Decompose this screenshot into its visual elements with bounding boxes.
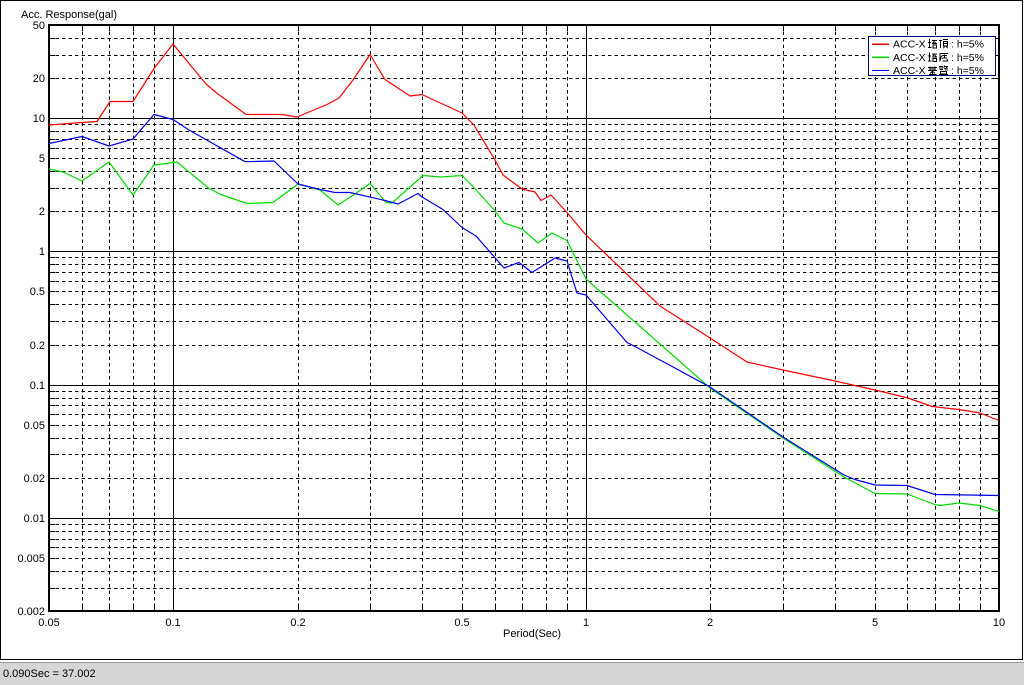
svg-text:0.05: 0.05 [24,420,45,432]
svg-text:1: 1 [583,617,589,629]
svg-text:0.1: 0.1 [165,617,180,629]
svg-text:20: 20 [33,73,45,85]
svg-text:5: 5 [39,153,45,165]
svg-text:0.1: 0.1 [30,380,45,392]
svg-text:5: 5 [872,617,878,629]
svg-text:2: 2 [39,206,45,218]
svg-text:ACC-X: ACC-X [893,65,926,77]
svg-text:: h=5%: : h=5% [951,65,984,77]
svg-text:Period(Sec): Period(Sec) [503,628,561,640]
svg-text:0.01: 0.01 [24,513,45,525]
svg-text:0.2: 0.2 [30,340,45,352]
svg-text:ACC-X: ACC-X [893,52,926,64]
svg-text:0.5: 0.5 [454,617,469,629]
svg-text:0.2: 0.2 [290,617,305,629]
svg-text:10: 10 [993,617,1005,629]
svg-text:0.005: 0.005 [17,553,45,565]
svg-text:2: 2 [707,617,713,629]
svg-text:1: 1 [39,246,45,258]
svg-text:Acc. Response(gal): Acc. Response(gal) [21,9,117,21]
svg-text:0.02: 0.02 [24,473,45,485]
svg-text:0.090Sec = 37.002: 0.090Sec = 37.002 [3,668,96,680]
svg-text:: h=5%: : h=5% [951,52,984,64]
svg-text:0.05: 0.05 [38,617,59,629]
svg-text:0.002: 0.002 [17,606,45,618]
svg-text:50: 50 [33,20,45,32]
svg-text:0.5: 0.5 [30,286,45,298]
svg-text:: h=5%: : h=5% [951,39,984,51]
svg-text:10: 10 [33,113,45,125]
svg-text:ACC-X: ACC-X [893,39,926,51]
